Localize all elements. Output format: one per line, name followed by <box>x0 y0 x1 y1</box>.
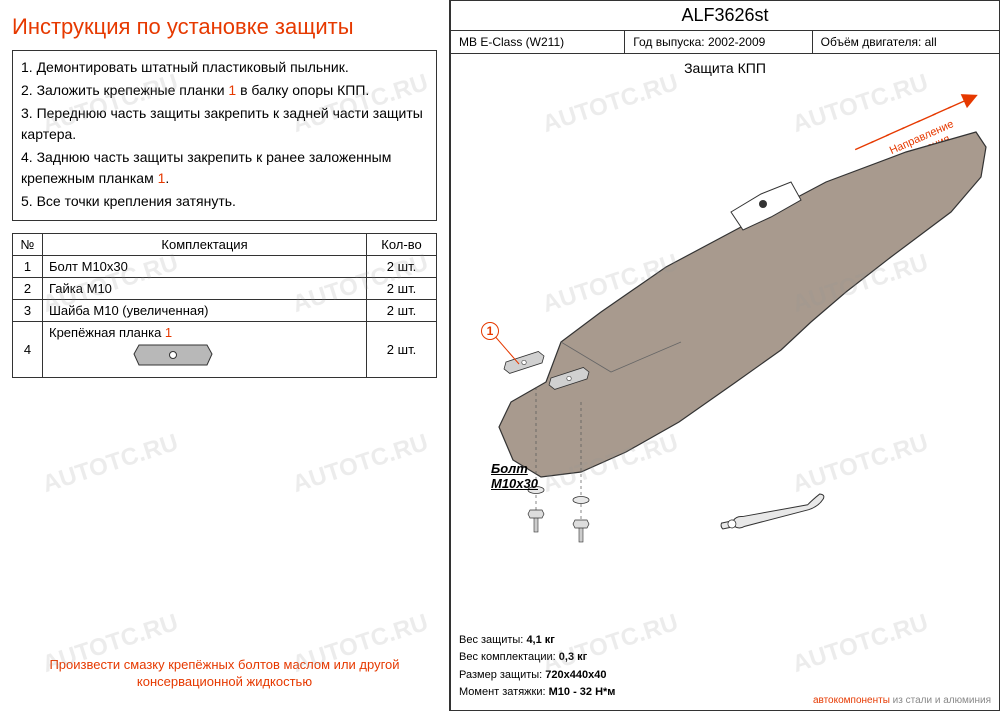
left-panel: Инструкция по установке защиты 1. Демонт… <box>0 0 450 711</box>
step-3: 3. Переднюю часть защиты закрепить к зад… <box>21 103 428 145</box>
step-1: 1. Демонтировать штатный пластиковый пыл… <box>21 57 428 78</box>
table-row: 2 Гайка М10 2 шт. <box>13 278 437 300</box>
product-subtitle: Защита КПП <box>451 54 999 82</box>
instructions-box: 1. Демонтировать штатный пластиковый пыл… <box>12 50 437 221</box>
year-cell: Год выпуска: 2002-2009 <box>625 31 812 53</box>
table-row: 4 Крепёжная планка 1 2 шт. <box>13 322 437 378</box>
right-header: ALF3626st MB E-Class (W211) Год выпуска:… <box>451 1 999 54</box>
col-qty: Кол-во <box>367 234 437 256</box>
kit-table: № Комплектация Кол-во 1 Болт М10х30 2 шт… <box>12 233 437 378</box>
page: Инструкция по установке защиты 1. Демонт… <box>0 0 1000 711</box>
lubrication-warning: Произвести смазку крепёжных болтов масло… <box>12 657 437 697</box>
main-title: Инструкция по установке защиты <box>12 14 437 40</box>
step-2: 2. Заложить крепежные планки 1 в балку о… <box>21 80 428 101</box>
col-name: Комплектация <box>43 234 367 256</box>
table-row: 3 Шайба М10 (увеличенная) 2 шт. <box>13 300 437 322</box>
brand-line: автокомпоненты из стали и алюминия <box>813 695 991 706</box>
table-row: 1 Болт М10х30 2 шт. <box>13 256 437 278</box>
diagram-area: ———————▶ Направление движения <box>451 82 999 592</box>
bolt-icon <box>528 510 544 532</box>
shield-plate <box>499 132 986 477</box>
table-header-row: № Комплектация Кол-во <box>13 234 437 256</box>
product-info-row: MB E-Class (W211) Год выпуска: 2002-2009… <box>451 31 999 53</box>
callout-1: 1 <box>481 322 499 340</box>
right-panel: ALF3626st MB E-Class (W211) Год выпуска:… <box>450 0 1000 711</box>
planka-icon <box>133 344 213 366</box>
bolt-icon <box>573 520 589 542</box>
washer-icon <box>573 497 589 504</box>
engine-cell: Объём двигателя: all <box>813 31 999 53</box>
spec-row: Размер защиты: 720х440х40 <box>459 667 615 685</box>
product-code: ALF3626st <box>451 1 999 31</box>
bolt-label: Болт М10х30 <box>491 461 538 492</box>
spec-row: Вес защиты: 4,1 кг <box>459 632 615 650</box>
specs-box: Вес защиты: 4,1 кг Вес комплектации: 0,3… <box>459 632 615 702</box>
planka-part <box>502 350 546 374</box>
step-4: 4. Заднюю часть защиты закрепить к ранее… <box>21 147 428 189</box>
model-cell: MB E-Class (W211) <box>451 31 625 53</box>
spec-row: Вес комплектации: 0,3 кг <box>459 649 615 667</box>
spec-row: Момент затяжки: М10 - 32 Н*м <box>459 684 615 702</box>
col-num: № <box>13 234 43 256</box>
step-5: 5. Все точки крепления затянуть. <box>21 191 428 212</box>
